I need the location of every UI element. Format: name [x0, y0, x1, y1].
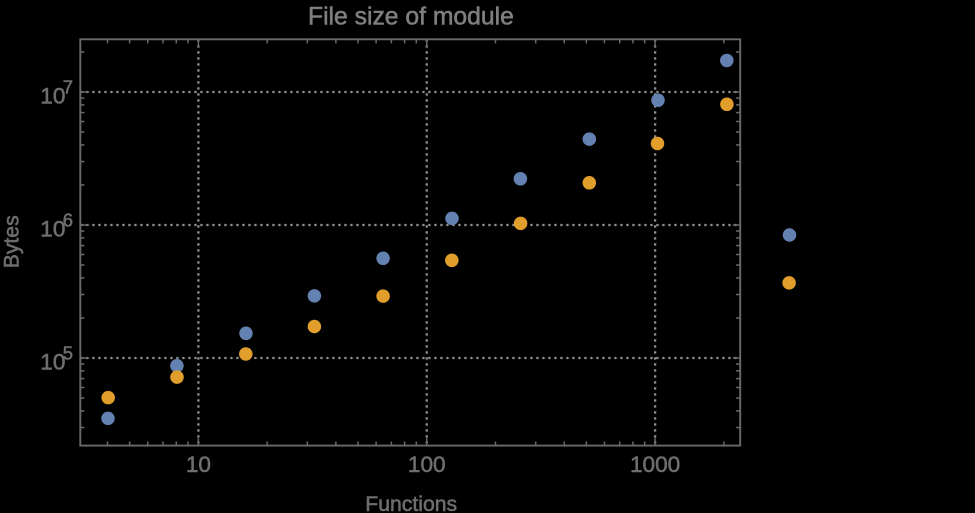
svg-text:10: 10: [186, 452, 211, 477]
svg-text:100: 100: [408, 452, 446, 477]
svg-text:File size of module: File size of module: [308, 4, 514, 31]
svg-text:7: 7: [63, 76, 73, 97]
svg-text:10: 10: [40, 216, 65, 241]
svg-text:5: 5: [63, 342, 73, 363]
svg-text:10: 10: [40, 349, 65, 374]
svg-text:6: 6: [63, 209, 73, 230]
svg-text:10: 10: [40, 83, 65, 108]
svg-text:1000: 1000: [630, 452, 680, 477]
svg-text:Bytes: Bytes: [1, 215, 24, 268]
svg-text:Functions: Functions: [365, 493, 457, 513]
